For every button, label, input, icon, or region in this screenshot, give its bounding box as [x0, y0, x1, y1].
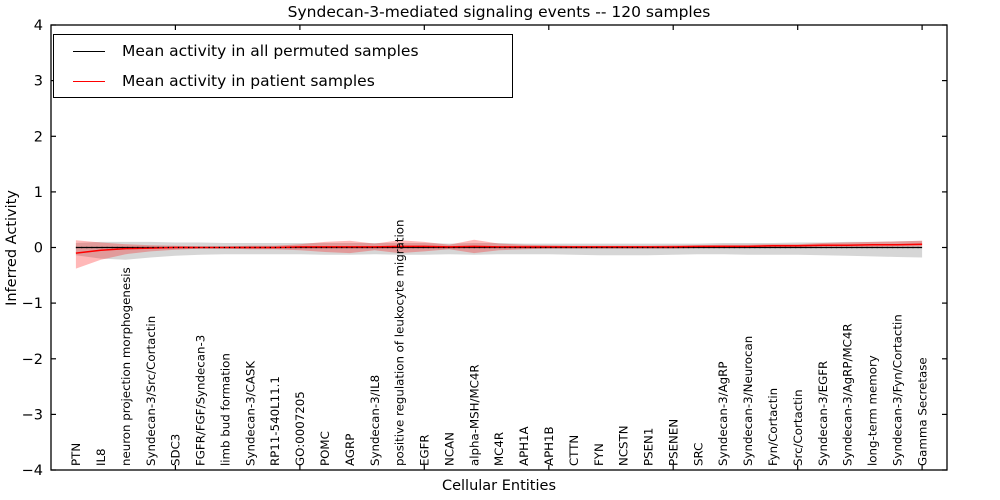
x-category-label: PSEN1 [642, 428, 656, 466]
x-category-label: Syndecan-3/Fyn/Cortactin [890, 314, 904, 466]
x-category-label: POMC [318, 431, 332, 466]
x-category-label: FYN [592, 443, 606, 466]
x-category-label: Syndecan-3/IL8 [368, 375, 382, 466]
x-category-label: Fyn/Cortactin [766, 388, 780, 466]
x-category-label: NCSTN [617, 425, 631, 466]
y-tick-label: −4 [22, 463, 43, 479]
x-category-label: APH1A [517, 426, 531, 466]
x-category-label: NCAN [442, 432, 456, 466]
x-category-label: CTTN [567, 435, 581, 466]
x-category-label: limb bud formation [218, 353, 232, 466]
y-tick-label: 1 [34, 185, 43, 201]
x-category-label: PSENEN [666, 419, 680, 466]
x-category-label: PTN [69, 443, 83, 466]
x-category-label: SRC [691, 443, 705, 466]
legend-label: Mean activity in all permuted samples [122, 42, 419, 60]
x-category-label: RP11-540L11.1 [268, 376, 282, 466]
x-category-label: Syndecan-3/EGFR [816, 361, 830, 466]
legend: Mean activity in all permuted samples Me… [53, 34, 513, 98]
x-category-label: neuron projection morphogenesis [119, 267, 133, 466]
chart-title: Syndecan-3-mediated signaling events -- … [287, 3, 711, 21]
y-tick-label: 3 [34, 74, 43, 90]
legend-label: Mean activity in patient samples [122, 72, 375, 90]
y-tick-label: −1 [22, 296, 43, 312]
legend-entry-patient: Mean activity in patient samples [54, 67, 512, 95]
x-category-label: Syndecan-3/Neurocan [741, 336, 755, 466]
y-tick-label: −2 [22, 352, 43, 368]
x-axis-label: Cellular Entities [441, 478, 557, 494]
x-category-label: positive regulation of leukocyte migrati… [393, 220, 407, 466]
x-category-label: Syndecan-3/Src/Cortactin [144, 316, 158, 466]
y-tick-label: −3 [22, 407, 43, 423]
y-tick-label: 0 [34, 241, 43, 257]
x-category-label: AGRP [343, 434, 357, 466]
x-category-label: APH1B [542, 426, 556, 466]
x-category-label: long-term memory [866, 355, 880, 466]
band-permuted-activity-range [75, 240, 923, 260]
x-category-label: GO:0007205 [293, 391, 307, 466]
x-category-label: SDC3 [169, 434, 183, 466]
patient-line-sample-icon [73, 80, 105, 82]
x-category-label: EGFR [418, 434, 432, 466]
x-category-label: Gamma Secretase [915, 357, 929, 466]
y-tick-label: 4 [34, 18, 43, 34]
x-category-label: MC4R [492, 432, 506, 466]
permuted-line-sample-icon [73, 50, 105, 52]
x-category-label: Syndecan-3/AgRP [716, 362, 730, 467]
x-category-label: Syndecan-3/CASK [243, 361, 257, 466]
y-tick-label: 2 [34, 129, 43, 145]
series-line-1 [75, 243, 923, 254]
x-category-label: Src/Cortactin [791, 389, 805, 466]
legend-entry-permuted: Mean activity in all permuted samples [54, 37, 512, 65]
x-category-label: FGFR/FGF/Syndecan-3 [194, 335, 208, 466]
x-category-label: Syndecan-3/AgRP/MC4R [841, 323, 855, 466]
x-category-label: IL8 [94, 448, 108, 466]
x-category-label: alpha-MSH/MC4R [467, 364, 481, 466]
